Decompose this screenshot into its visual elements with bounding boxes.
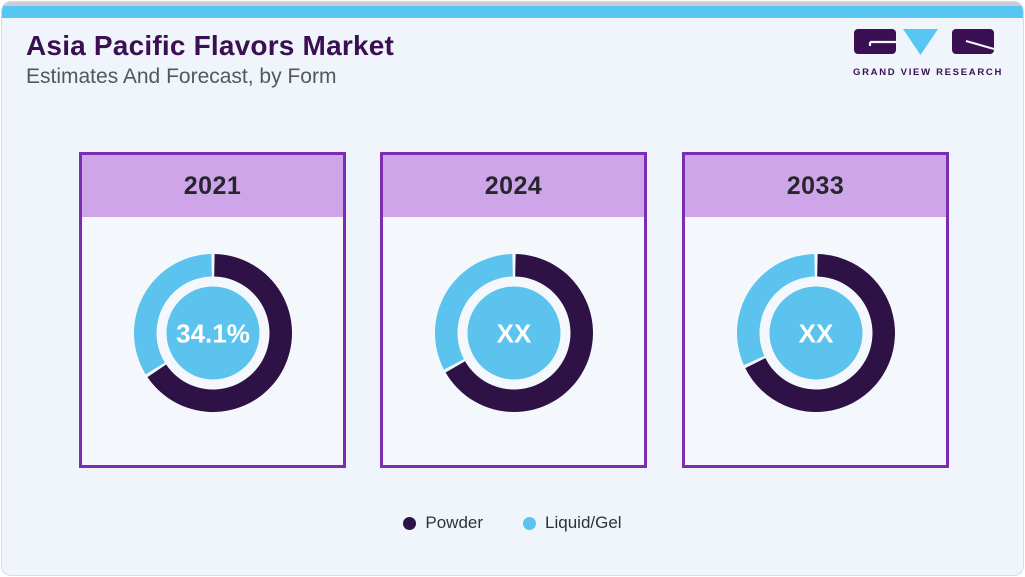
top-accent-bar bbox=[2, 6, 1023, 18]
header: Asia Pacific Flavors Market Estimates An… bbox=[26, 30, 394, 89]
legend-item-liquid-gel: Liquid/Gel bbox=[523, 513, 622, 533]
year-card-2033: 2033 XX bbox=[682, 152, 949, 468]
page-subtitle: Estimates And Forecast, by Form bbox=[26, 65, 337, 88]
grand-view-research-logo: GRAND VIEW RESEARCH bbox=[853, 29, 1004, 78]
year-card-2021: 2021 34.1% bbox=[79, 152, 346, 468]
svg-text:XX: XX bbox=[496, 318, 531, 348]
legend-label: Powder bbox=[425, 513, 484, 532]
year-card-title: 2033 bbox=[685, 155, 946, 217]
powder-dot-icon bbox=[403, 516, 417, 530]
year-card-title: 2021 bbox=[82, 155, 343, 217]
donut-chart-2021: 34.1% bbox=[82, 217, 343, 465]
liquid-gel-dot-icon bbox=[523, 516, 537, 530]
logo-wordmark: GRAND VIEW RESEARCH bbox=[853, 67, 1004, 78]
legend-item-powder: Powder bbox=[403, 513, 483, 533]
donut-chart-2024: XX bbox=[383, 217, 644, 465]
page-title: Asia Pacific Flavors Market bbox=[26, 30, 395, 61]
legend: Powder Liquid/Gel bbox=[2, 513, 1023, 533]
top-gray-strip bbox=[2, 2, 1023, 6]
year-card-title: 2024 bbox=[383, 155, 644, 217]
gvr-logo-icon bbox=[854, 29, 995, 55]
svg-text:XX: XX bbox=[798, 318, 833, 348]
year-card-2024: 2024 XX bbox=[380, 152, 647, 468]
svg-text:34.1%: 34.1% bbox=[176, 318, 250, 348]
legend-label: Liquid/Gel bbox=[545, 513, 622, 532]
donut-chart-2033: XX bbox=[685, 217, 946, 465]
